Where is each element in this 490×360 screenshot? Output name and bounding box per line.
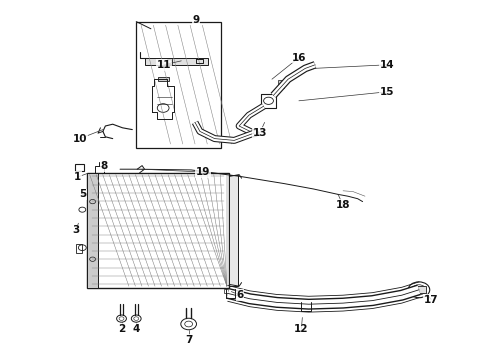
- Text: 13: 13: [252, 128, 267, 138]
- Bar: [95, 166, 104, 173]
- Text: 15: 15: [380, 87, 394, 97]
- Text: 17: 17: [424, 294, 439, 305]
- Text: 1: 1: [74, 172, 81, 182]
- Bar: [412, 286, 426, 293]
- Bar: [229, 175, 238, 286]
- Text: 6: 6: [237, 290, 244, 300]
- Bar: [87, 173, 229, 288]
- Bar: [278, 80, 284, 88]
- Bar: [224, 289, 228, 293]
- Text: 14: 14: [380, 60, 394, 70]
- Text: 19: 19: [196, 167, 211, 177]
- Text: 7: 7: [185, 335, 193, 345]
- Text: 8: 8: [100, 161, 107, 171]
- Text: 16: 16: [292, 53, 306, 63]
- Text: 12: 12: [294, 324, 309, 334]
- Text: 4: 4: [132, 324, 140, 334]
- Text: 11: 11: [157, 60, 172, 70]
- Text: 9: 9: [193, 15, 199, 25]
- Text: 5: 5: [79, 189, 86, 199]
- Bar: [145, 58, 208, 65]
- Bar: [87, 173, 98, 288]
- Text: 18: 18: [336, 200, 350, 210]
- Text: 3: 3: [73, 225, 79, 235]
- Text: 10: 10: [73, 134, 87, 144]
- Bar: [158, 77, 169, 81]
- Bar: [136, 22, 220, 148]
- Bar: [167, 59, 172, 64]
- Bar: [75, 164, 84, 171]
- Text: 2: 2: [118, 324, 125, 334]
- Bar: [76, 244, 82, 253]
